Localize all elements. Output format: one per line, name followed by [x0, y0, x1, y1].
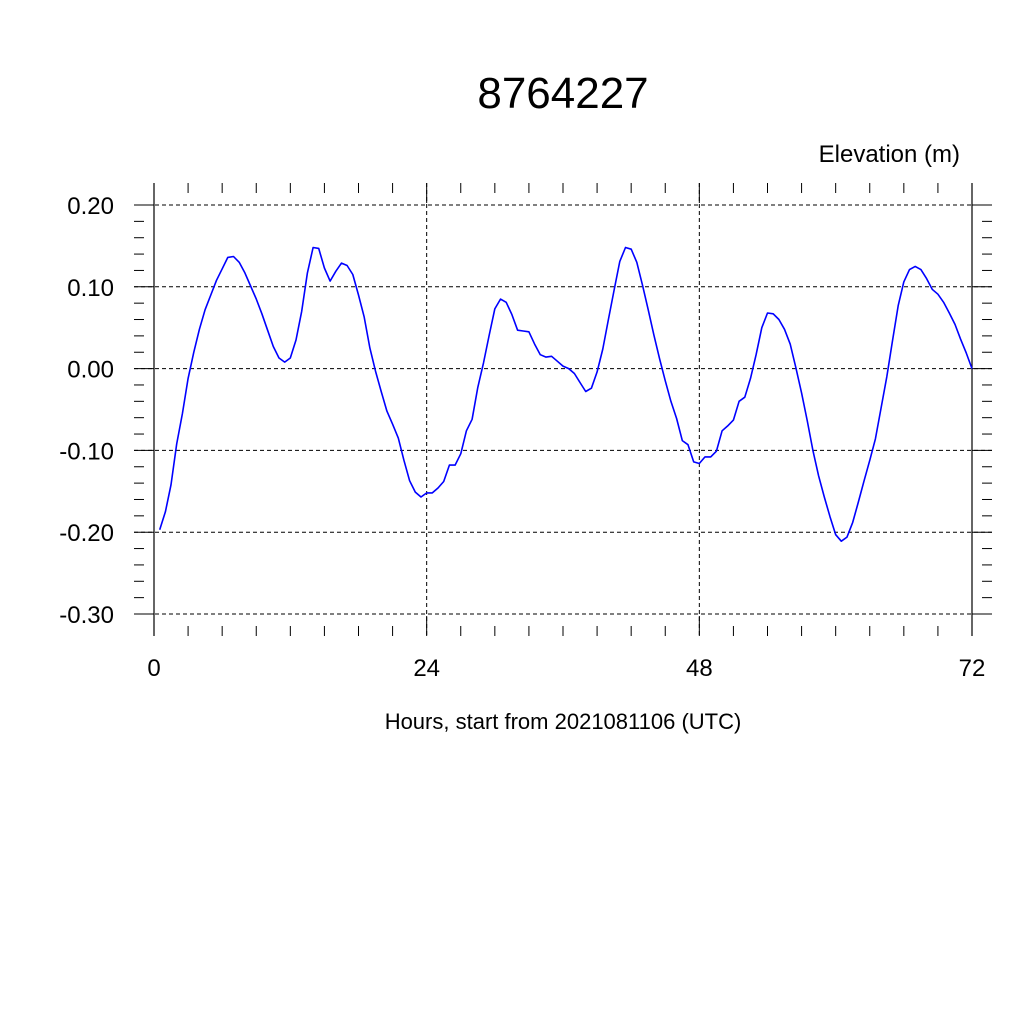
x-tick-label-2: 48	[686, 655, 713, 682]
x-tick-label-0: 0	[147, 655, 160, 682]
series-layer	[158, 246, 973, 543]
x-tick-label-3: 72	[959, 655, 986, 682]
y-tick-label-1: 0.10	[67, 275, 114, 302]
x-axis-label: Hours, start from 2021081106 (UTC)	[385, 709, 742, 734]
plot-frame	[153, 183, 973, 636]
units-label: Elevation (m)	[819, 141, 960, 168]
y-tick-label-5: -0.30	[59, 602, 114, 629]
y-tick-label-0: 0.20	[67, 193, 114, 220]
tick-labels: 0 24 48 72 0.20 0.10 0.00 -0.10 -0.20 -0.30	[59, 193, 985, 682]
series-line-0	[158, 246, 973, 543]
x-tick-label-1: 24	[413, 655, 440, 682]
y-tick-label-2: 0.00	[67, 357, 114, 384]
axis-ticks	[134, 183, 992, 636]
chart-title: 8764227	[477, 69, 648, 118]
y-tick-label-3: -0.10	[59, 438, 114, 465]
gridlines	[134, 183, 992, 636]
y-tick-label-4: -0.20	[59, 520, 114, 547]
